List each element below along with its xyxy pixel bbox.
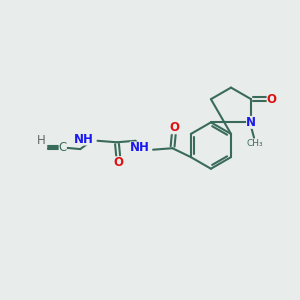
Text: O: O — [267, 93, 277, 106]
Text: O: O — [113, 156, 123, 169]
Text: H: H — [37, 134, 46, 147]
Text: NH: NH — [74, 133, 94, 146]
Text: N: N — [246, 116, 256, 129]
Text: NH: NH — [130, 141, 149, 154]
Text: O: O — [169, 121, 179, 134]
Text: C: C — [58, 140, 67, 154]
Text: CH₃: CH₃ — [246, 139, 263, 148]
